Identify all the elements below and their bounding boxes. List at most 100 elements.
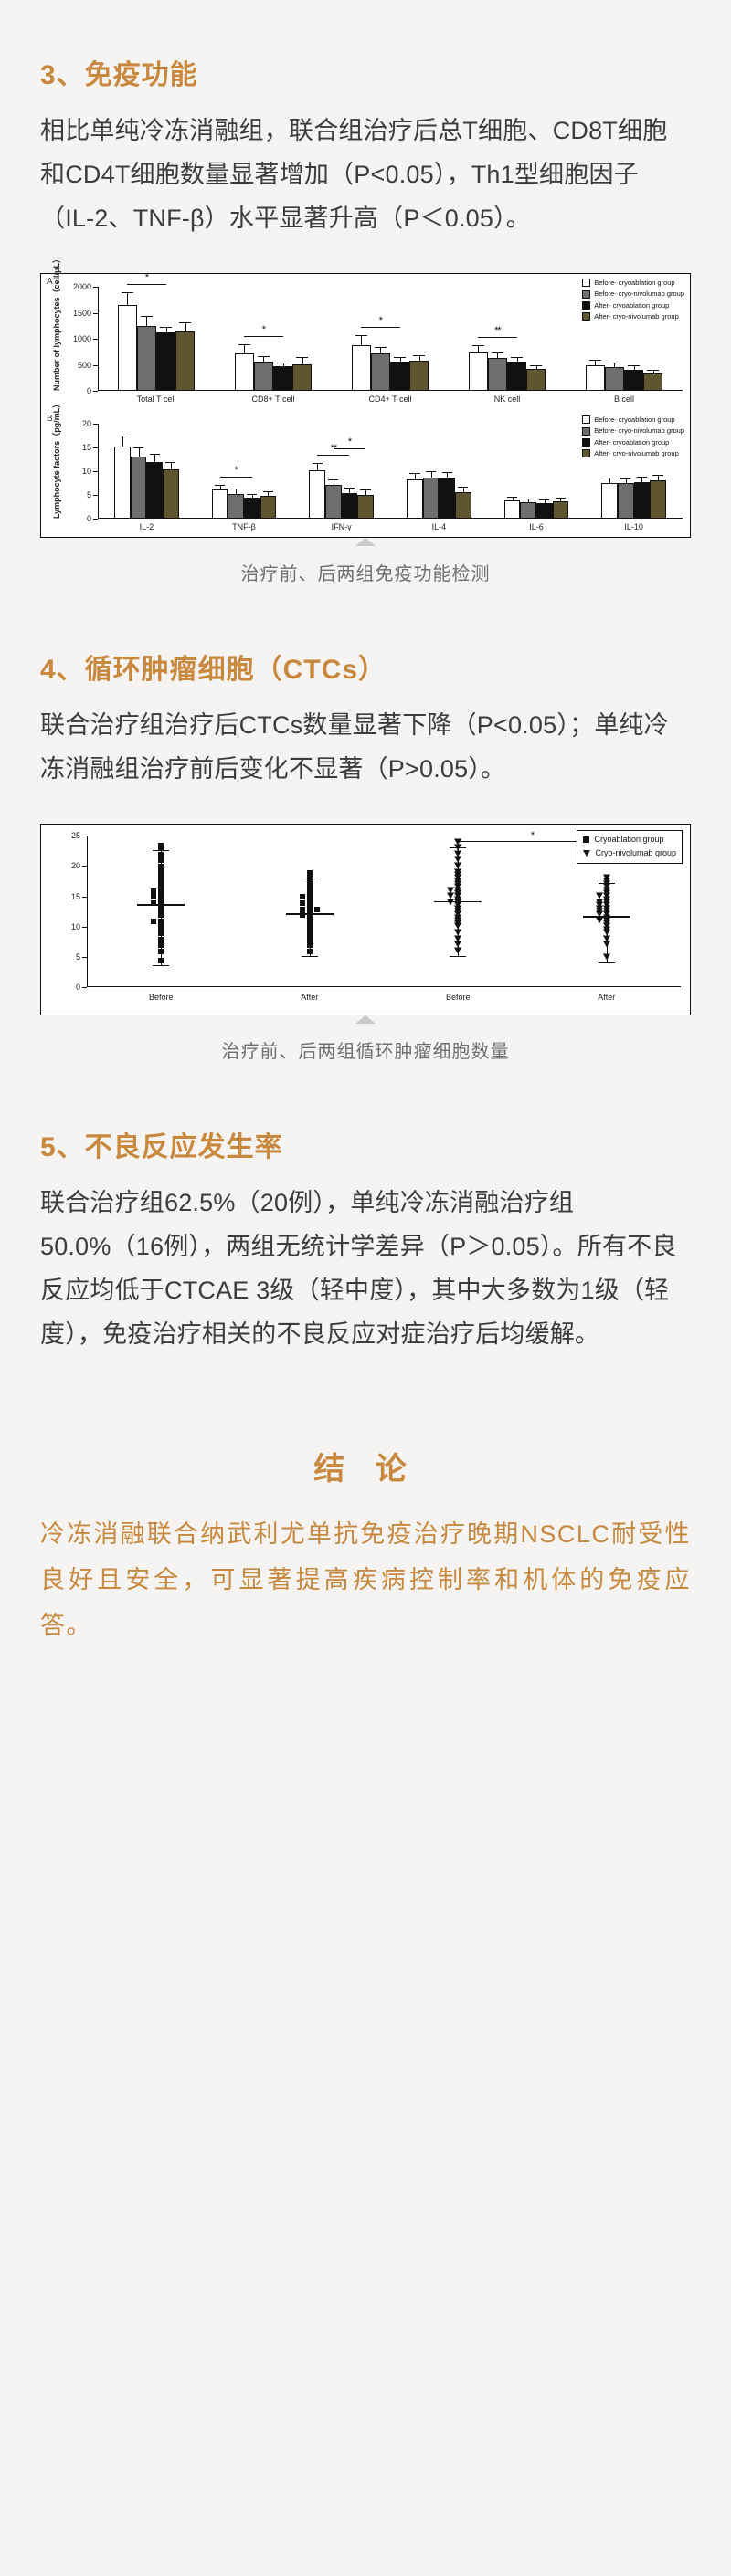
legend-label: After- cryo-nivolumab group	[594, 311, 679, 321]
bar	[520, 501, 536, 520]
error-bar-cap	[441, 471, 452, 473]
y-axis-tick: 0	[76, 983, 88, 992]
legend-label: After- cryoablation group	[594, 437, 670, 447]
error-bar-cap	[344, 488, 355, 489]
error-bar	[544, 499, 546, 503]
scatter-point	[306, 906, 313, 912]
error-bar-cap	[636, 477, 648, 478]
y-axis-tick: 5	[87, 490, 99, 499]
error-bar	[641, 478, 643, 483]
significance-star: *	[530, 829, 535, 841]
chart-legend: Before- cryoablation group Before- cryo-n…	[582, 415, 684, 459]
error-bar	[146, 316, 148, 326]
scatter-point	[151, 888, 157, 894]
bar	[351, 344, 371, 392]
error-bar-cap	[458, 487, 469, 489]
x-axis-tick-label: After	[598, 993, 616, 1003]
y-axis-tick: 15	[82, 443, 99, 452]
scatter-point	[158, 846, 164, 852]
plot-area: 0 5 10 15 20 25 Before After Before After *	[71, 830, 681, 1002]
error-bar-cap	[510, 356, 524, 358]
bar	[536, 502, 553, 520]
error-bar	[165, 327, 167, 333]
error-bar-cap	[360, 489, 371, 491]
error-bar	[349, 489, 351, 494]
error-bar-cap	[238, 343, 251, 345]
significance-bracket	[361, 327, 400, 329]
legend-label: Cryo-nivolumab group	[595, 847, 676, 857]
scatter-point	[454, 850, 462, 857]
legend-label: After- cryoablation group	[594, 300, 670, 310]
figure-immune: A 0 500 1000 1500 2000 Number of lymphocytes（…	[40, 255, 691, 585]
bar	[585, 364, 605, 392]
caption-arrow-icon	[355, 1015, 376, 1025]
scatter-point	[454, 856, 462, 863]
scatter-point	[158, 864, 164, 870]
significance-bracket	[127, 283, 166, 285]
error-bar	[497, 352, 499, 358]
scatter-point	[306, 933, 313, 940]
scatter-point	[306, 936, 313, 942]
chart-panel-b: B 0 5 10 15 20 Lymphocyte factors（pg/mL） IL-2 T…	[41, 400, 690, 539]
error-bar	[380, 348, 382, 354]
error-bar	[302, 357, 303, 364]
error-bar	[516, 357, 518, 362]
legend-label: Before- cryoablation group	[594, 415, 675, 425]
significance-bracket	[244, 335, 283, 337]
error-bar	[560, 499, 562, 502]
error-bar-cap	[646, 369, 660, 371]
y-axis-tick: 2000	[73, 282, 99, 291]
section-immune: 3、免疫功能 相比单纯冷冻消融组，联合组治疗后总T细胞、CD8T细胞和CD4T细…	[0, 0, 731, 585]
chart-panel-ctc: 0 5 10 15 20 25 Before After Before After * Cryoabl…	[41, 825, 690, 1015]
scatter-point	[158, 897, 164, 903]
scatter-point	[151, 918, 157, 924]
error-bar-cap	[247, 493, 258, 495]
error-bar	[652, 370, 654, 373]
scatter-point	[158, 912, 164, 919]
bar	[211, 489, 228, 520]
scatter-point	[158, 867, 164, 873]
scatter-point	[306, 882, 313, 888]
error-bar-cap	[627, 365, 641, 367]
y-axis	[98, 287, 99, 392]
bar	[325, 484, 342, 520]
error-bar-cap	[121, 291, 134, 293]
bar	[228, 493, 244, 520]
error-bar	[236, 489, 238, 494]
error-bar	[244, 344, 246, 353]
scatter-point	[602, 935, 610, 942]
scatter-point	[299, 899, 305, 906]
x-axis-tick-label: TNF-β	[232, 522, 256, 532]
error-bar	[512, 497, 514, 501]
scatter-point	[602, 941, 610, 948]
bar	[552, 501, 569, 520]
whisker-cap	[153, 965, 170, 966]
bar	[503, 500, 521, 520]
legend-item: After- cryoablation group	[582, 437, 684, 447]
error-bar	[317, 463, 319, 470]
bar	[260, 495, 277, 520]
legend-swatch-icon	[582, 289, 591, 299]
scatter-point	[306, 873, 313, 879]
scatter-point	[306, 918, 313, 924]
error-bar-cap	[425, 471, 437, 473]
significance-bracket	[333, 447, 366, 449]
error-bar	[127, 292, 129, 306]
error-bar	[361, 336, 363, 345]
legend-item: Before- cryo-nivolumab group	[582, 289, 684, 299]
error-bar-cap	[506, 496, 518, 498]
scatter-point	[306, 949, 313, 955]
error-bar-cap	[539, 499, 550, 500]
scatter-point	[447, 892, 455, 899]
error-bar	[399, 358, 401, 363]
significance-bracket	[478, 337, 517, 339]
error-bar-cap	[652, 474, 663, 476]
conclusion-body: 冷冻消融联合纳武利尤单抗免疫治疗晚期NSCLC耐受性良好且安全，可显著提高疾病控…	[40, 1520, 691, 1640]
scatter-point	[306, 894, 313, 900]
plot-area: 0 500 1000 1500 2000 Number of lymphocytes（ce…	[52, 255, 683, 404]
legend-label: Before- cryo-nivolumab group	[594, 289, 684, 299]
error-bar	[633, 366, 635, 370]
scatter-point	[306, 885, 313, 891]
scatter-point	[306, 942, 313, 949]
